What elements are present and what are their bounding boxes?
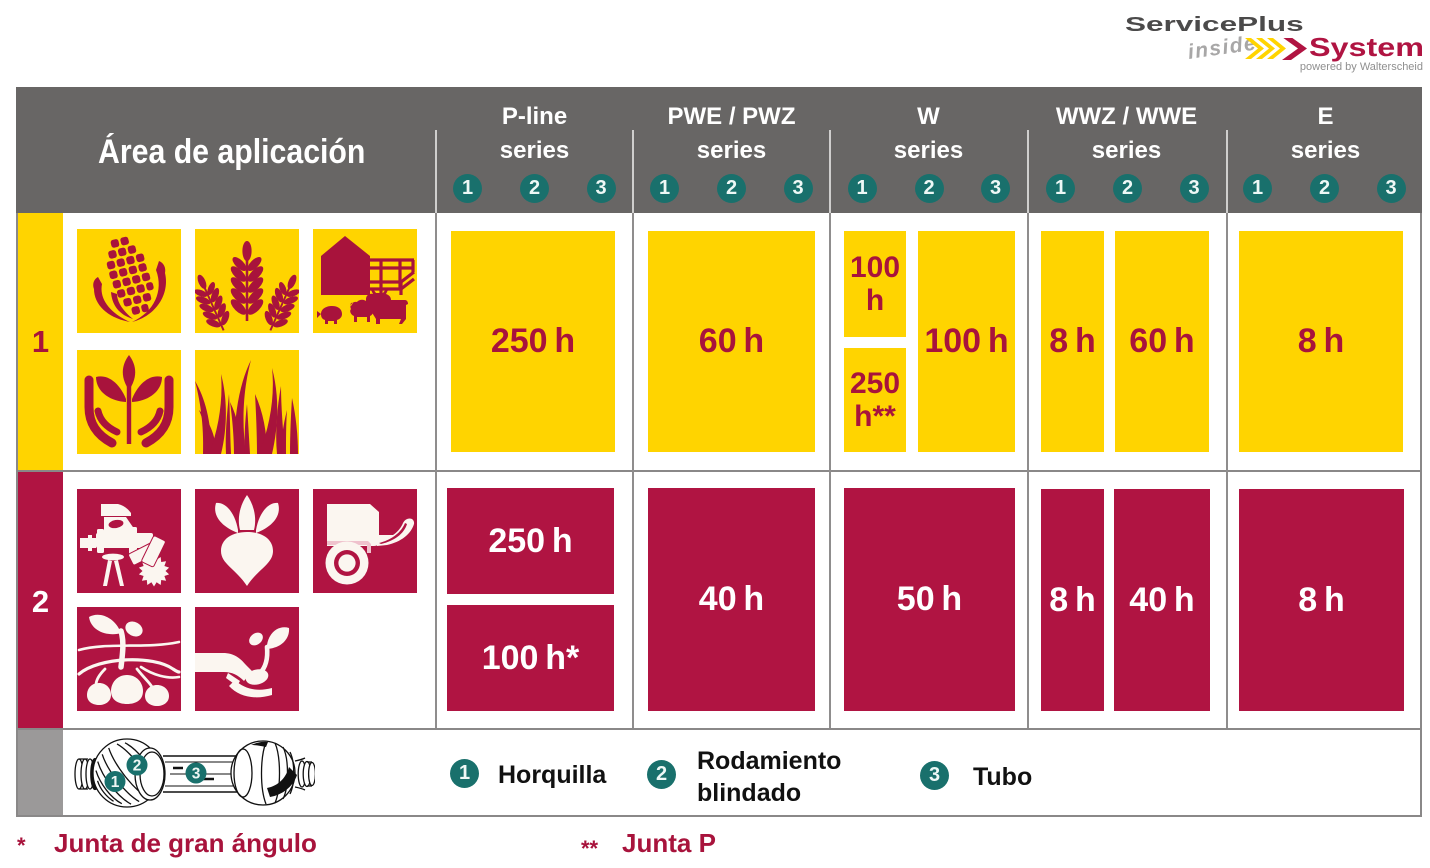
svg-text:3: 3 (192, 766, 201, 783)
svg-text:1: 1 (111, 774, 120, 791)
svg-text:2: 2 (133, 758, 142, 775)
